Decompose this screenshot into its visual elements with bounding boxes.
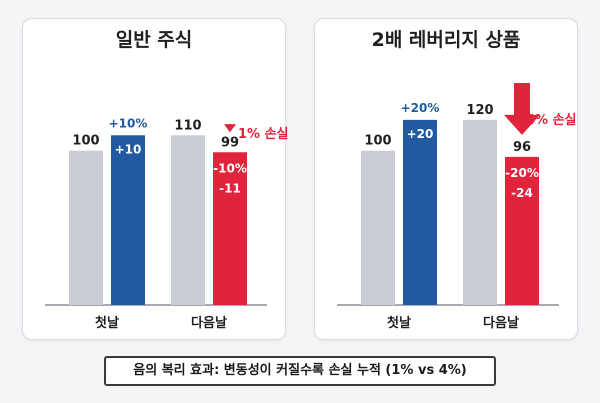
gain-percent-label: +20% [401,101,440,115]
bar-value-label: 99 [221,135,239,150]
category-label: 다음날 [483,315,519,331]
gain-amount-label: +20 [407,127,434,141]
bar-value-label: 100 [364,134,391,149]
chart-canvas: 100 +10% +10 110 99 -10% -11 첫날 다음날 1% 손실 [44,79,289,331]
bar-gain [111,135,145,305]
loss-arrow-shaft [514,83,530,117]
bar-value-label: 100 [72,134,99,149]
loss-annotation: 1% 손실 [238,126,289,142]
bar-value-label: 110 [174,118,201,133]
bar-gain [403,119,437,305]
gain-amount-label: +10 [115,142,142,156]
chart-title: 일반 주식 [115,29,193,51]
caption-box: 음의 복리 효과: 변동성이 커질수록 손실 누적 (1% vs 4%) [104,356,496,386]
bar-loss [213,152,247,305]
bar-base [463,119,497,305]
loss-annotation: 4% 손실 [526,112,577,128]
category-label: 첫날 [387,315,411,331]
gain-percent-label: +10% [109,116,148,130]
bar-loss [505,156,539,305]
bar-value-label: 96 [513,140,531,155]
category-label: 첫날 [95,315,119,331]
chart-title: 2배 레버리지 상품 [371,29,521,51]
bar-base [171,135,205,305]
loss-arrow-icon [504,114,540,135]
loss-percent-label: -10% [213,161,247,175]
chart-canvas: 100 +20% +20 120 96 -20% -24 첫날 다음날 4% 손실 [336,79,577,331]
loss-amount-label: -11 [219,181,241,195]
bar-base [69,150,103,305]
chart-panel-stock: 일반 주식 100 +10% +10 110 99 -10% -11 첫날 다음날 1% 손실 [22,18,289,340]
loss-arrow-icon [224,124,236,133]
bar-base [361,150,395,305]
loss-percent-label: -20% [505,166,539,180]
category-label: 다음날 [191,315,227,331]
bar-value-label: 120 [466,103,493,118]
chart-panel-leverage: 2배 레버리지 상품 100 +20% +20 120 96 -20% -24 첫날 다음날 4%… [314,18,578,340]
loss-amount-label: -24 [511,186,533,200]
